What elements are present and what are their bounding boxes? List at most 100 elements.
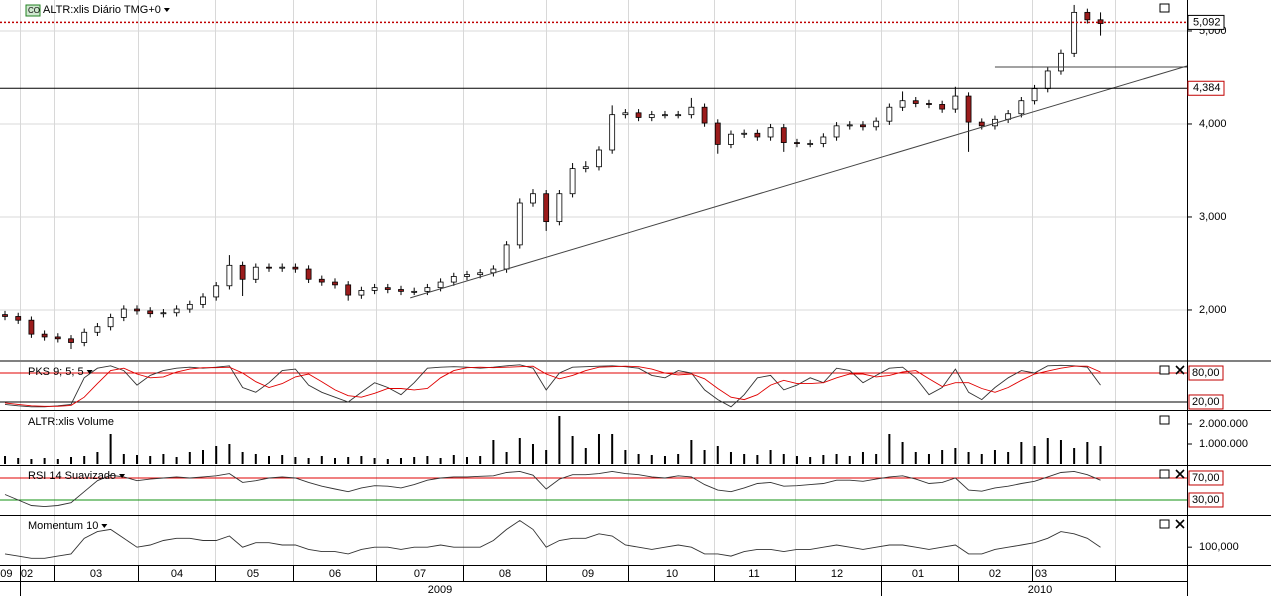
- candle-body: [318, 278, 325, 283]
- month-label: 04: [171, 568, 183, 580]
- volume-bar: [4, 456, 7, 464]
- candle-body: [15, 316, 22, 321]
- year-label: 2009: [0, 568, 12, 580]
- volume-bar: [83, 456, 86, 464]
- panel-title: RSI 14 Suavizado: [28, 470, 116, 482]
- candle-body: [41, 333, 48, 338]
- volume-bar: [215, 446, 218, 464]
- level-label-box: [1188, 470, 1224, 486]
- volume-bar: [1007, 452, 1010, 464]
- candle-body: [582, 166, 589, 170]
- volume-bar: [479, 456, 482, 464]
- close-button[interactable]: [1175, 469, 1185, 479]
- volume-bar: [136, 455, 139, 464]
- volume-bar: [611, 434, 614, 464]
- volume-bar: [729, 452, 732, 464]
- candle-body: [1058, 52, 1064, 72]
- volume-bar: [1099, 446, 1102, 464]
- volume-bar: [558, 416, 561, 464]
- month-label: 07: [414, 568, 426, 580]
- volume-bar: [756, 455, 759, 464]
- volume-bar: [1020, 442, 1023, 464]
- candle-body: [688, 106, 695, 116]
- candle-body: [1044, 70, 1051, 90]
- month-label: 02: [989, 568, 1001, 580]
- maximize-button[interactable]: [1159, 365, 1170, 375]
- panel-title: PKS 9; 5; 5: [28, 366, 84, 378]
- close-button[interactable]: [1175, 519, 1185, 529]
- candle-body: [173, 308, 180, 314]
- y-tick-label: 2,000: [1199, 304, 1227, 316]
- level-label: 70,00: [1192, 472, 1220, 484]
- volume-bar: [254, 454, 257, 464]
- volume-bar: [967, 452, 970, 464]
- candle-body: [780, 127, 787, 143]
- volume-bar: [17, 458, 20, 464]
- month-label: 11: [748, 568, 759, 580]
- volume-bar: [426, 456, 429, 464]
- volume-bar: [43, 458, 46, 464]
- volume-bar: [202, 450, 205, 464]
- month-label: 12: [831, 568, 843, 580]
- level-label: 80,00: [1192, 367, 1220, 379]
- dropdown-arrow[interactable]: [119, 474, 126, 478]
- volume-bar: [228, 444, 231, 464]
- volume-bar: [677, 454, 680, 464]
- dropdown-arrow[interactable]: [101, 524, 108, 528]
- candle-body: [477, 272, 484, 276]
- volume-bar: [848, 456, 851, 464]
- candle-body: [186, 303, 193, 310]
- candle-body: [675, 114, 682, 117]
- volume-bar: [637, 454, 640, 464]
- close-button[interactable]: [1175, 365, 1185, 375]
- maximize-button[interactable]: [1159, 469, 1170, 479]
- candle-body: [1031, 88, 1038, 102]
- candle-body: [54, 336, 61, 340]
- candle-body: [807, 143, 814, 145]
- candle-body: [516, 202, 523, 246]
- plot-area: [4, 416, 1102, 464]
- candle-body: [556, 193, 563, 223]
- volume-bar: [241, 452, 244, 464]
- candle-body: [860, 124, 866, 128]
- maximize-button[interactable]: [1159, 519, 1170, 529]
- volume-bar: [1046, 438, 1049, 464]
- plot-area: [0, 470, 1187, 508]
- candle-body: [767, 127, 774, 138]
- volume-bar: [281, 455, 284, 464]
- candle-body: [701, 106, 708, 124]
- maximize-button[interactable]: [1159, 415, 1170, 425]
- dropdown-arrow[interactable]: [163, 8, 170, 12]
- panel-title: ALTR:xlis Volume: [28, 416, 114, 428]
- volume-bar: [70, 457, 73, 464]
- volume-bar: [993, 450, 996, 464]
- candle-body: [107, 317, 114, 328]
- y-tick-label: 4,000: [1199, 118, 1227, 130]
- price-label-box: [1187, 14, 1225, 30]
- dropdown-arrow[interactable]: [86, 370, 93, 374]
- volume-bar: [439, 458, 442, 464]
- plot-area: [4, 519, 1101, 559]
- candle-body: [120, 308, 127, 318]
- month-label: 05: [247, 568, 259, 580]
- candle-body: [609, 114, 616, 151]
- volume-bar: [545, 450, 548, 464]
- price-label: 5,092: [1193, 16, 1221, 28]
- volume-bar: [162, 454, 165, 464]
- volume-bar: [188, 452, 191, 464]
- candle-body: [569, 168, 576, 195]
- candle-body: [965, 95, 972, 123]
- volume-bar: [399, 458, 402, 464]
- volume-bar: [175, 457, 178, 464]
- candle-body: [464, 274, 470, 277]
- candle-body: [450, 276, 457, 283]
- maximize-button[interactable]: [1159, 3, 1170, 13]
- volume-bar: [1059, 440, 1062, 464]
- candle-body: [622, 112, 629, 116]
- volume-bar: [624, 450, 627, 464]
- y-tick-label: 1.000.000: [1199, 438, 1248, 450]
- candle-body: [596, 149, 602, 168]
- candle-body: [543, 193, 550, 223]
- candle-body: [846, 124, 853, 127]
